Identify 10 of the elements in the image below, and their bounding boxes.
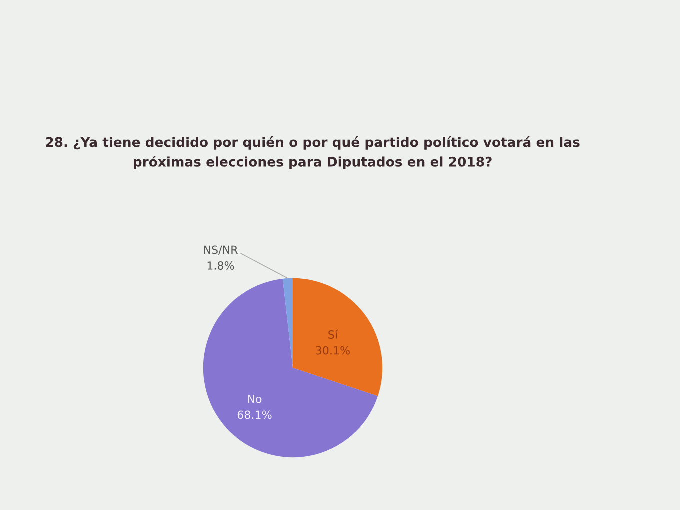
pie-slice — [282, 278, 293, 368]
data-label: 68.1% — [238, 410, 272, 420]
data-label: 1.8% — [208, 262, 234, 270]
slice-label: Sí — [328, 330, 338, 339]
pie-slice — [293, 278, 383, 396]
slice-label: No — [248, 395, 262, 404]
pie-slice — [203, 278, 378, 458]
slice-label: NS/NR — [204, 246, 238, 256]
data-label: 30.1% — [316, 346, 350, 355]
chart-title: 28. ¿Ya tiene decidido por quién o por qué partido político votará en las próximas elecciones para Diputados en el 2018? — [46, 136, 580, 170]
